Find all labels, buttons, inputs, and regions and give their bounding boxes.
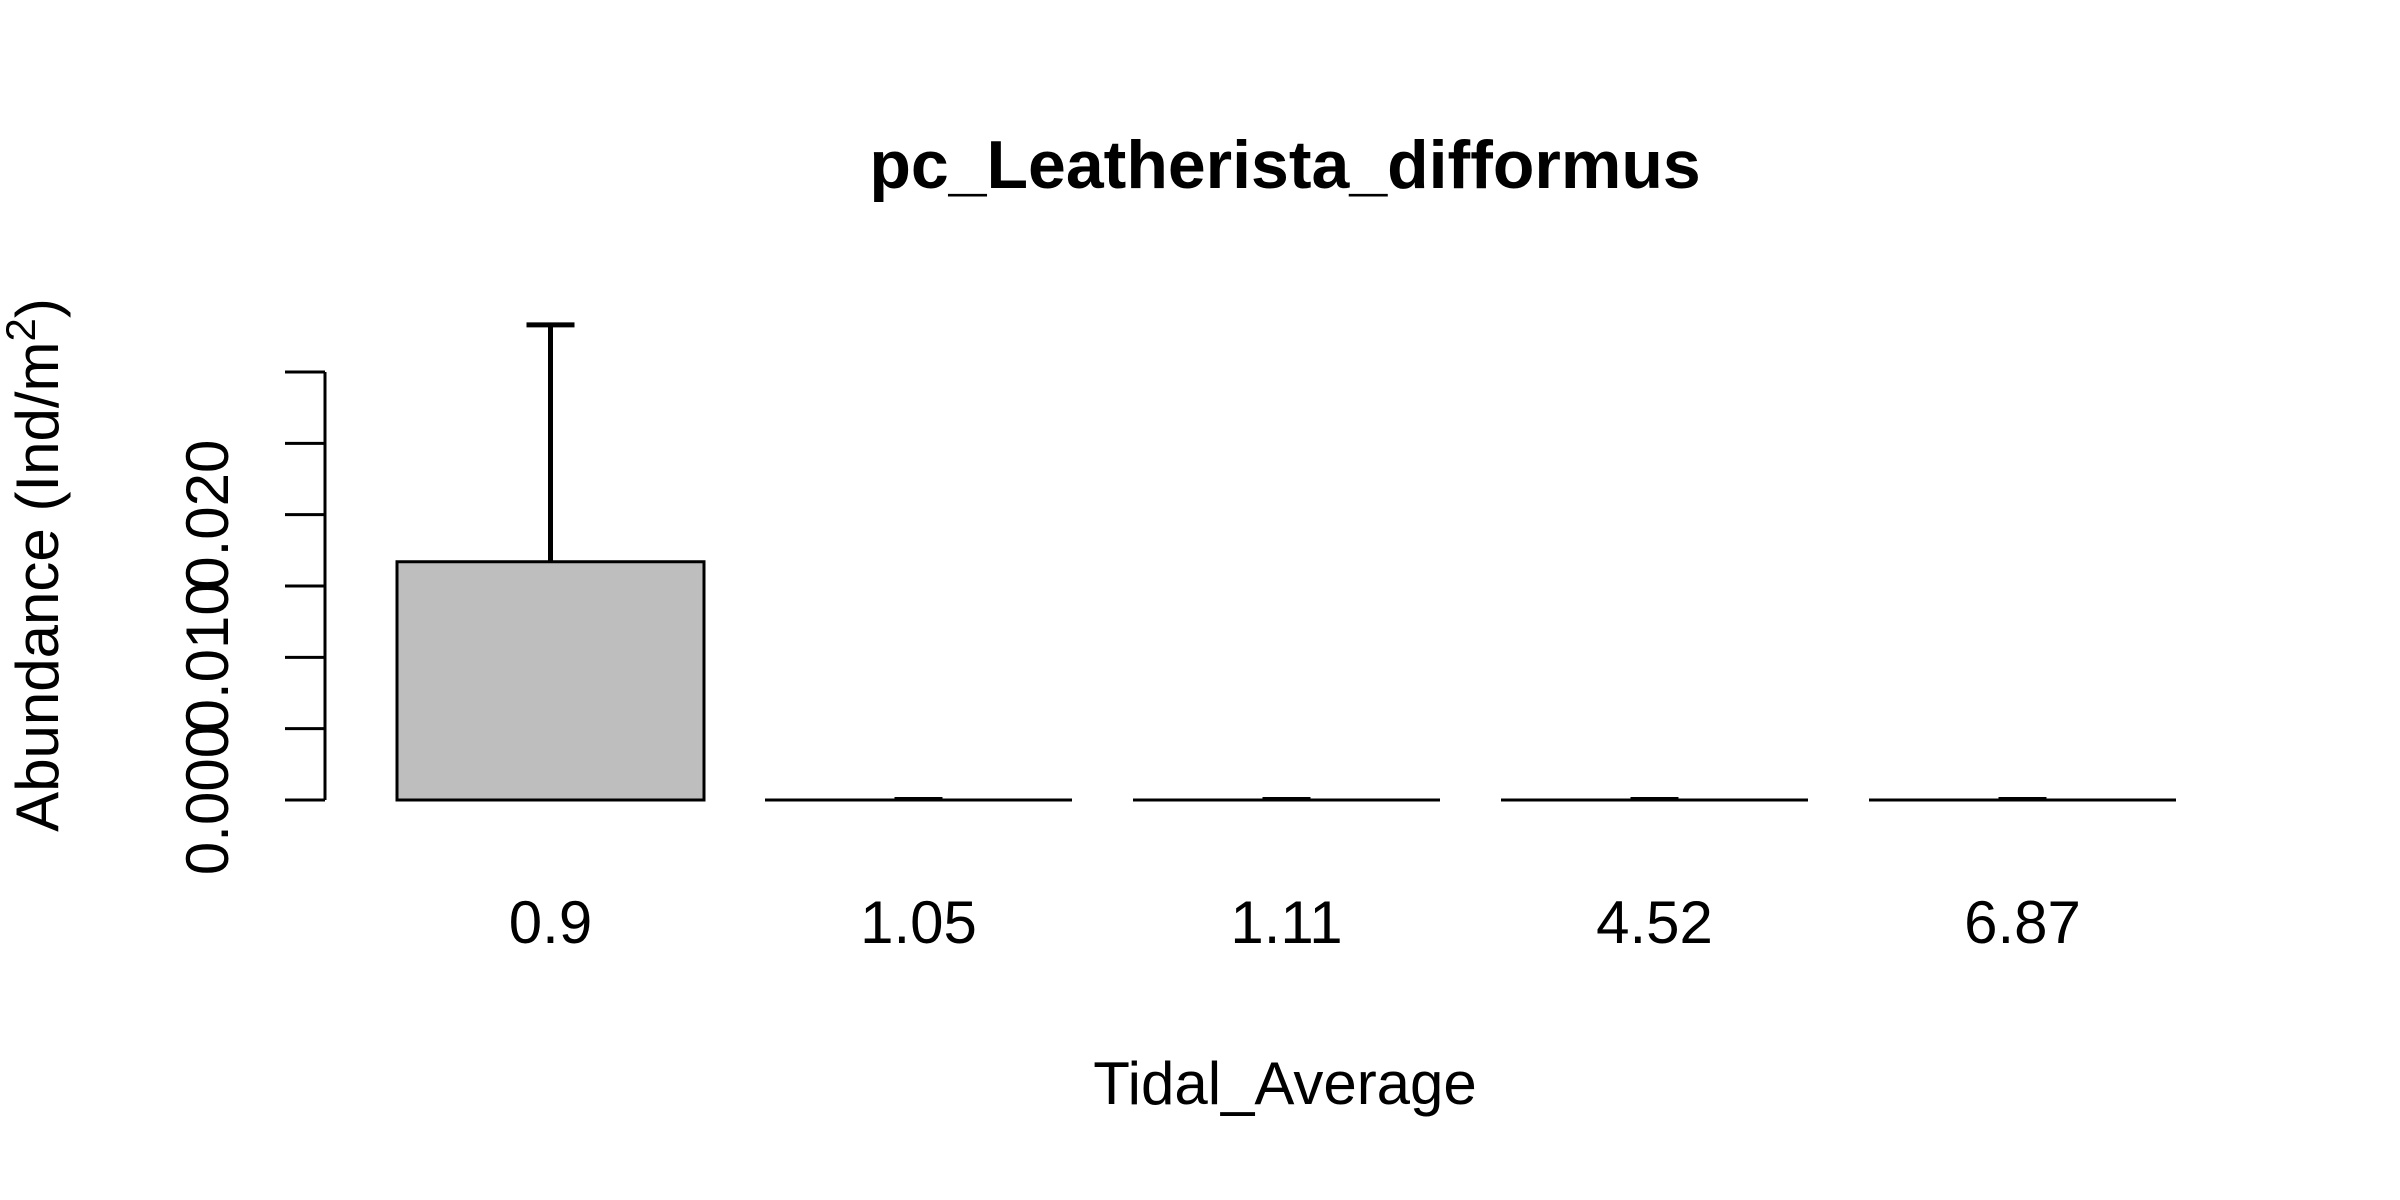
y-tick-label: 0.010 bbox=[174, 582, 241, 732]
y-tick-label: 0.000 bbox=[174, 725, 241, 875]
y-tick-label: 0.020 bbox=[174, 440, 241, 590]
y-axis-label-superscript: 2 bbox=[0, 318, 44, 341]
x-tick-label: 0.9 bbox=[509, 889, 592, 956]
x-tick-labels: 0.9 1.05 1.11 4.52 6.87 bbox=[509, 889, 2081, 956]
x-tick-label: 1.05 bbox=[860, 889, 977, 956]
x-tick-label: 1.11 bbox=[1230, 889, 1342, 956]
bars-group bbox=[395, 560, 2176, 802]
chart-title: pc_Leatherista_difformus bbox=[869, 127, 1700, 203]
y-axis-label-main: Abundance (Ind/m bbox=[4, 342, 71, 832]
y-axis-label: Abundance (Ind/m2) bbox=[0, 298, 71, 832]
x-axis-label: Tidal_Average bbox=[1093, 1050, 1477, 1117]
error-bars-group bbox=[526, 322, 2047, 801]
bar-0.9 bbox=[395, 560, 706, 802]
y-axis-label-close: ) bbox=[4, 298, 71, 318]
y-axis bbox=[285, 370, 327, 802]
x-tick-label: 6.87 bbox=[1964, 889, 2081, 956]
x-tick-label: 4.52 bbox=[1596, 889, 1713, 956]
